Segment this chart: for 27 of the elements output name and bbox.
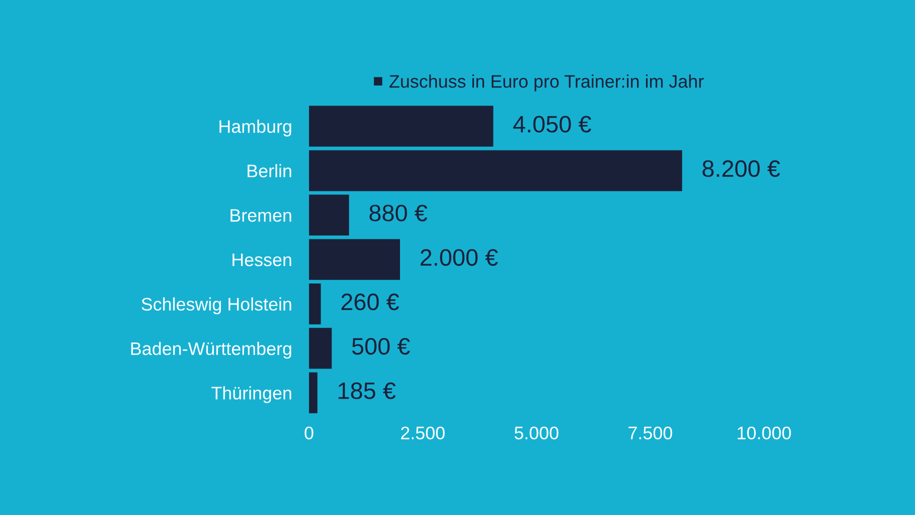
y-tick-label: Berlin bbox=[248, 164, 292, 178]
legend-label: Zuschuss in Euro pro Trainer:in im Jahr bbox=[389, 74, 704, 92]
data-label: 4.050 € bbox=[513, 116, 592, 133]
bar bbox=[309, 372, 318, 414]
y-tick-label: Schleswig Holstein bbox=[142, 297, 292, 314]
bar bbox=[309, 328, 332, 369]
bar bbox=[309, 194, 350, 236]
data-label: 8.200 € bbox=[702, 160, 780, 177]
x-tick-label: 7.500 bbox=[628, 426, 672, 440]
data-label: 185 € bbox=[338, 382, 396, 400]
x-tick-label: 5.000 bbox=[514, 426, 558, 440]
bar bbox=[309, 106, 494, 147]
x-tick-label: 0 bbox=[304, 426, 314, 440]
y-tick-label: Hamburg bbox=[220, 120, 292, 137]
y-tick-label: Hessen bbox=[232, 254, 292, 266]
data-label: 500 € bbox=[352, 338, 410, 355]
bar bbox=[309, 283, 321, 324]
x-tick-label: 2.500 bbox=[401, 426, 445, 440]
data-label: 2.000 € bbox=[420, 249, 498, 266]
y-tick-label: Baden-Württemberg bbox=[131, 342, 292, 359]
data-label: 260 € bbox=[341, 294, 400, 310]
bar bbox=[309, 150, 682, 192]
data-label: 880 € bbox=[370, 204, 428, 222]
bar bbox=[309, 239, 400, 280]
y-tick-label: Bremen bbox=[230, 209, 292, 222]
x-tick-label: 10.000 bbox=[738, 426, 791, 440]
y-tick-label: Thüringen bbox=[211, 386, 292, 404]
